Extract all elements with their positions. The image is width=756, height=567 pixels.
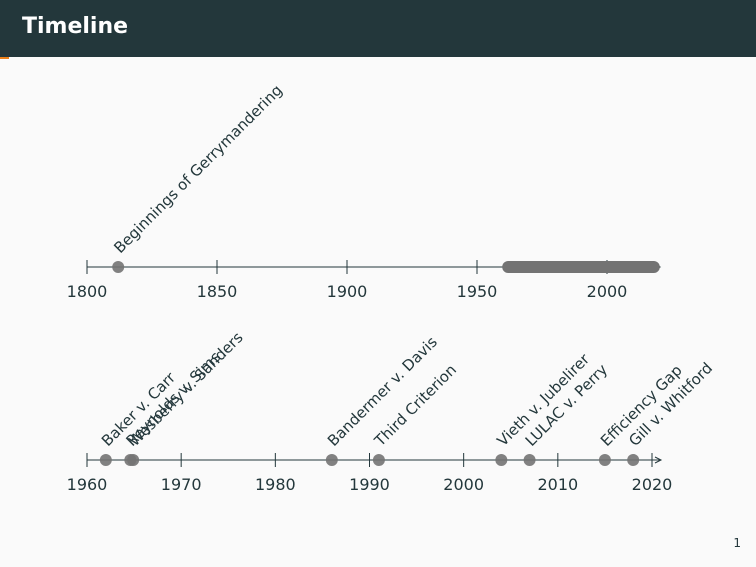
tick-label: 2000: [587, 282, 628, 301]
slide-title: Timeline: [22, 14, 129, 39]
header-bar: Timeline: [0, 0, 756, 57]
event-marker: [598, 454, 611, 466]
tick-label: 1800: [67, 282, 108, 301]
event-marker: [523, 454, 536, 466]
event-label: Beginnings of Gerrymandering: [110, 81, 286, 257]
tick-label: 1980: [255, 475, 296, 494]
axis-arrow: [654, 456, 663, 464]
accent-line: [0, 57, 9, 59]
event-label: Third Criterion: [370, 361, 460, 451]
event-label: Wesberry v. Sanders: [125, 328, 247, 450]
event-marker: [495, 454, 508, 466]
tick-label: 2010: [537, 475, 578, 494]
event-marker: [627, 454, 640, 466]
event-marker: [99, 454, 112, 466]
event-marker: [112, 261, 125, 273]
tick-label: 1900: [327, 282, 368, 301]
event-marker: [325, 454, 338, 466]
tick-label: 1850: [197, 282, 238, 301]
tick-label: 1990: [349, 475, 390, 494]
event-marker: [372, 454, 385, 466]
tick-label: 1970: [161, 475, 202, 494]
tick-label: 1950: [457, 282, 498, 301]
tick-label: 1960: [67, 475, 108, 494]
event-marker: [127, 454, 140, 466]
tick-label: 2020: [632, 475, 673, 494]
tick-label: 2000: [443, 475, 484, 494]
page-number: 1: [733, 536, 741, 550]
